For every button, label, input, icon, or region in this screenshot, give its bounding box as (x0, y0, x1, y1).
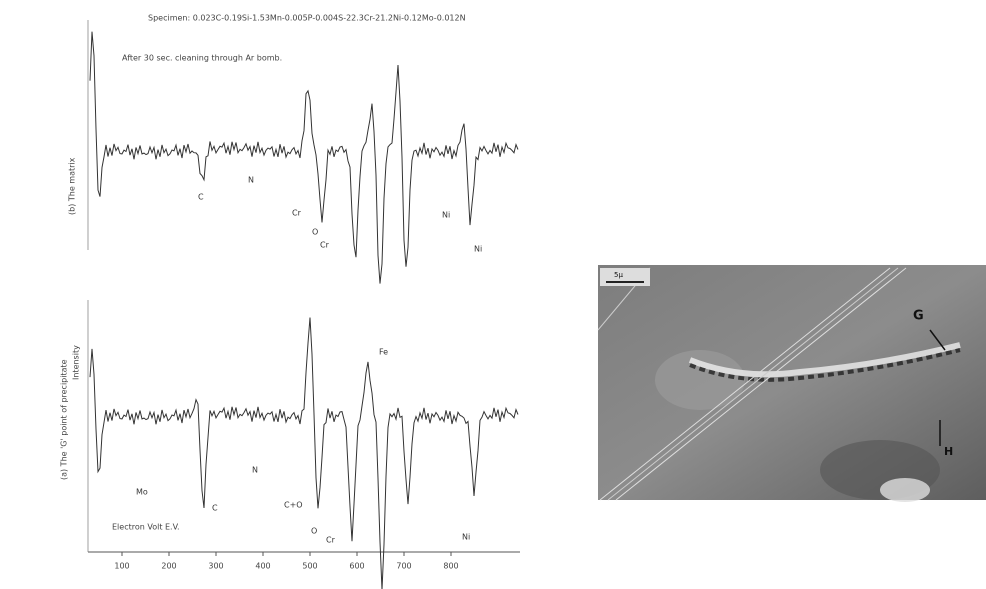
x-tick-label: 400 (255, 562, 270, 571)
intensity-label: Intensity (72, 345, 81, 380)
peak-label: Mo (136, 488, 148, 497)
x-tick-label: 500 (302, 562, 317, 571)
peak-label: Cr (292, 209, 302, 218)
peak-label: Ni (442, 211, 450, 220)
peak-label: C+O (284, 501, 303, 510)
x-tick-label: 300 (208, 562, 223, 571)
x-axis-label: Electron Volt E.V. (112, 523, 180, 532)
point-label: G (913, 309, 924, 324)
upper-spectrum (89, 31, 519, 284)
x-tick-label: 800 (443, 562, 458, 571)
peak-label: Cr (320, 241, 330, 250)
peak-label: N (252, 466, 258, 475)
specimen-text: Specimen: 0.023C-0.19Si-1.53Mn-0.005P-0.… (148, 14, 466, 23)
peak-label: Ni (474, 245, 482, 254)
lower-spectrum (89, 317, 519, 589)
x-tick-label: 700 (396, 562, 411, 571)
point-label: H (944, 445, 953, 458)
peak-label: C (198, 193, 204, 202)
x-tick-label: 200 (161, 562, 176, 571)
peak-label: O (312, 228, 318, 237)
upper-side-label: (b) The matrix (68, 157, 77, 215)
lower-side-label: (a) The 'G' point of precipitate (60, 359, 69, 480)
treatment-text: After 30 sec. cleaning through Ar bomb. (122, 54, 282, 63)
micrograph (597, 265, 986, 502)
peak-label: C (212, 504, 218, 513)
peak-label: O (311, 527, 317, 536)
x-tick-label: 600 (349, 562, 364, 571)
peak-label: Cr (326, 536, 336, 545)
peak-label: Ni (462, 533, 470, 542)
x-tick-label: 100 (114, 562, 129, 571)
scale-label: 5μ (614, 271, 623, 279)
peak-label: Fe (379, 348, 388, 357)
peak-label: N (248, 176, 254, 185)
